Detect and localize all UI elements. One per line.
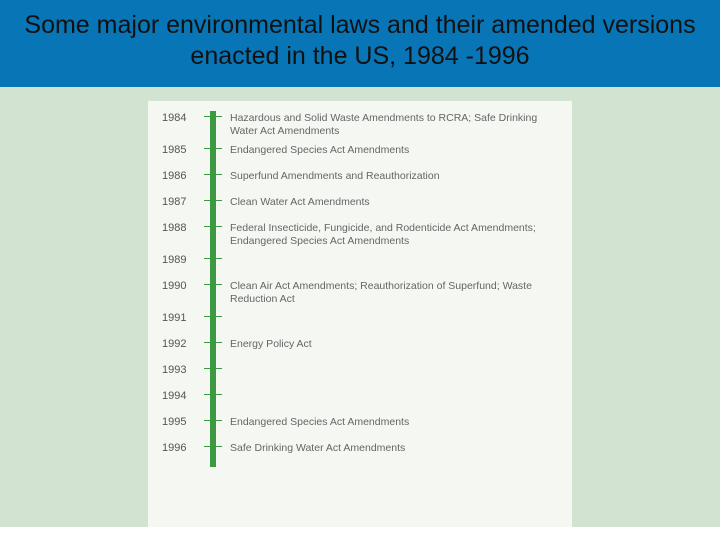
timeline-label <box>226 389 230 390</box>
page-title: Some major environmental laws and their … <box>12 10 708 73</box>
timeline-year: 1987 <box>162 195 204 208</box>
timeline-year: 1996 <box>162 441 204 454</box>
timeline-tick <box>204 446 222 448</box>
timeline-label <box>226 311 230 312</box>
timeline-label: Endangered Species Act Amendments <box>226 415 409 429</box>
timeline-year: 1992 <box>162 337 204 350</box>
timeline-row: 1992 Energy Policy Act <box>162 337 556 363</box>
timeline-year: 1990 <box>162 279 204 292</box>
timeline-bar-wrap <box>204 169 226 195</box>
timeline: 1984 Hazardous and Solid Waste Amendments… <box>162 111 556 467</box>
timeline-row: 1987 Clean Water Act Amendments <box>162 195 556 221</box>
timeline-row: 1985 Endangered Species Act Amendments <box>162 143 556 169</box>
timeline-spine-segment <box>210 415 216 441</box>
timeline-year: 1985 <box>162 143 204 156</box>
timeline-row: 1990 Clean Air Act Amendments; Reauthoriz… <box>162 279 556 311</box>
timeline-year: 1986 <box>162 169 204 182</box>
timeline-bar-wrap <box>204 363 226 389</box>
timeline-spine-segment <box>210 441 216 467</box>
timeline-label: Endangered Species Act Amendments <box>226 143 409 157</box>
timeline-year: 1994 <box>162 389 204 402</box>
timeline-row: 1984 Hazardous and Solid Waste Amendments… <box>162 111 556 143</box>
timeline-spine-segment <box>210 311 216 337</box>
timeline-year: 1989 <box>162 253 204 266</box>
timeline-bar-wrap <box>204 253 226 279</box>
timeline-year: 1995 <box>162 415 204 428</box>
timeline-label: Superfund Amendments and Reauthorization <box>226 169 440 183</box>
timeline-label: Hazardous and Solid Waste Amendments to … <box>226 111 556 138</box>
timeline-year: 1988 <box>162 221 204 234</box>
timeline-spine-segment <box>210 253 216 279</box>
timeline-bar-wrap <box>204 441 226 467</box>
timeline-card: 1984 Hazardous and Solid Waste Amendments… <box>148 101 572 527</box>
timeline-tick <box>204 284 222 286</box>
content-area: 1984 Hazardous and Solid Waste Amendments… <box>0 87 720 527</box>
timeline-row: 1989 <box>162 253 556 279</box>
timeline-tick <box>204 394 222 396</box>
timeline-tick <box>204 174 222 176</box>
timeline-tick <box>204 316 222 318</box>
timeline-year: 1984 <box>162 111 204 124</box>
timeline-row: 1994 <box>162 389 556 415</box>
timeline-tick <box>204 258 222 260</box>
timeline-bar-wrap <box>204 311 226 337</box>
timeline-bar-wrap <box>204 221 226 253</box>
timeline-row: 1986 Superfund Amendments and Reauthoriza… <box>162 169 556 195</box>
timeline-tick <box>204 148 222 150</box>
timeline-tick <box>204 116 222 118</box>
timeline-label: Energy Policy Act <box>226 337 312 351</box>
header-banner: Some major environmental laws and their … <box>0 0 720 87</box>
timeline-row: 1995 Endangered Species Act Amendments <box>162 415 556 441</box>
timeline-spine-segment <box>210 337 216 363</box>
timeline-label <box>226 363 230 364</box>
timeline-bar-wrap <box>204 279 226 311</box>
timeline-label: Clean Water Act Amendments <box>226 195 370 209</box>
timeline-row: 1988 Federal Insecticide, Fungicide, and … <box>162 221 556 253</box>
timeline-spine-segment <box>210 195 216 221</box>
timeline-bar-wrap <box>204 143 226 169</box>
timeline-row: 1993 <box>162 363 556 389</box>
timeline-tick <box>204 200 222 202</box>
timeline-label: Safe Drinking Water Act Amendments <box>226 441 405 455</box>
timeline-bar-wrap <box>204 337 226 363</box>
timeline-tick <box>204 420 222 422</box>
timeline-tick <box>204 368 222 370</box>
timeline-bar-wrap <box>204 195 226 221</box>
timeline-label: Clean Air Act Amendments; Reauthorizatio… <box>226 279 556 306</box>
timeline-label <box>226 253 230 254</box>
timeline-row: 1991 <box>162 311 556 337</box>
timeline-tick <box>204 342 222 344</box>
timeline-spine-segment <box>210 363 216 389</box>
timeline-bar-wrap <box>204 111 226 143</box>
timeline-tick <box>204 226 222 228</box>
timeline-year: 1993 <box>162 363 204 376</box>
timeline-bar-wrap <box>204 415 226 441</box>
timeline-spine-segment <box>210 169 216 195</box>
timeline-spine-segment <box>210 389 216 415</box>
timeline-spine-segment <box>210 143 216 169</box>
timeline-label: Federal Insecticide, Fungicide, and Rode… <box>226 221 556 248</box>
timeline-year: 1991 <box>162 311 204 324</box>
timeline-row: 1996 Safe Drinking Water Act Amendments <box>162 441 556 467</box>
timeline-bar-wrap <box>204 389 226 415</box>
